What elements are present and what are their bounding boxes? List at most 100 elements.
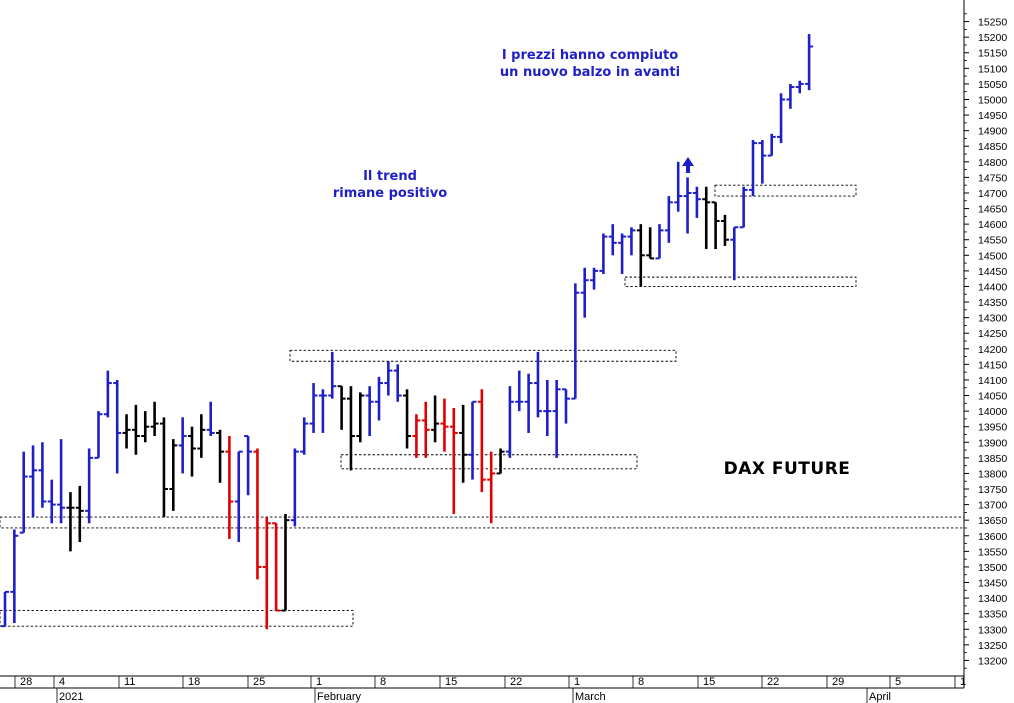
y-tick-label: 14300 (978, 313, 1007, 325)
ohlc-bar (580, 267, 589, 318)
y-tick-label: 13700 (978, 500, 1007, 512)
y-tick-label: 13400 (978, 593, 1007, 605)
y-tick-label: 14800 (978, 157, 1007, 169)
annotation-1-line-1: I prezzi hanno compiuto (502, 48, 678, 63)
x-tick-label: 11 (124, 676, 135, 688)
x-tick-label: 1 (960, 676, 966, 688)
ohlc-bar (403, 389, 412, 449)
ohlc-bar (618, 233, 627, 274)
ohlc-bar (767, 133, 776, 157)
ohlc-bar (103, 370, 112, 418)
ohlc-bar (113, 379, 122, 474)
zone-resistance-14700 (714, 184, 857, 197)
ohlc-bar (533, 351, 542, 418)
ohlc-bar (795, 80, 804, 94)
ohlc-bar (664, 196, 673, 243)
ohlc-bar (29, 445, 38, 518)
ohlc-bar (505, 386, 514, 458)
ohlc-bar (459, 404, 468, 483)
y-tick-label: 15100 (978, 63, 1007, 75)
ohlc-bar (702, 186, 711, 250)
y-tick-label: 15000 (978, 94, 1007, 106)
x-tick-label: 8 (638, 676, 644, 688)
ohlc-bar (85, 448, 94, 524)
ohlc-bar (337, 385, 346, 430)
ohlc-bar (412, 414, 421, 458)
y-tick-label: 14900 (978, 126, 1007, 138)
y-tick-label: 14550 (978, 235, 1007, 247)
y-tick-label: 13300 (978, 624, 1007, 636)
ohlc-bar (627, 227, 636, 256)
x-month-label: February (317, 691, 362, 703)
ohlc-bar (384, 361, 393, 396)
ohlc-bar (188, 426, 196, 477)
ohlc-bar (421, 401, 430, 458)
ohlc-bar (636, 224, 645, 287)
ohlc-bar (328, 351, 337, 399)
x-tick-label: 1 (574, 676, 580, 688)
ohlc-bar (692, 186, 701, 218)
y-tick-label: 14050 (978, 391, 1007, 403)
ohlc-bar (253, 448, 262, 580)
x-tick-label: 22 (510, 676, 522, 688)
ohlc-bar (150, 401, 159, 437)
ohlc-bar (524, 373, 533, 433)
zone-support-13350 (0, 610, 354, 627)
zone-support-14400 (624, 276, 857, 287)
ohlc-bar (75, 485, 84, 542)
ohlc-bar (244, 435, 253, 496)
y-tick-label: 13650 (978, 515, 1007, 527)
x-tick-label: 25 (253, 676, 265, 688)
y-tick-label: 13600 (978, 531, 1007, 543)
x-month-label: 2021 (59, 691, 83, 703)
ohlc-bar (94, 411, 103, 459)
y-tick-label: 13900 (978, 437, 1007, 449)
ohlc-bar (197, 414, 206, 458)
y-tick-label: 13950 (978, 422, 1007, 434)
y-tick-label: 15250 (978, 17, 1007, 29)
ohlc-bar (543, 379, 552, 437)
zone-range-top-14200 (289, 349, 677, 362)
ohlc-bar (805, 34, 814, 91)
y-tick-label: 14600 (978, 219, 1007, 231)
x-tick-label: 4 (59, 676, 65, 688)
ohlc-bar (159, 417, 168, 518)
zone-range-low-13850 (340, 454, 638, 470)
ohlc-bar (599, 233, 608, 274)
ohlc-bar (440, 398, 449, 452)
y-tick-label: 13250 (978, 640, 1007, 652)
ohlc-bar (216, 429, 225, 483)
x-tick-label: 15 (703, 676, 715, 688)
up-arrow-icon (682, 157, 694, 173)
ohlc-bar (487, 451, 496, 524)
y-tick-label: 14000 (978, 406, 1007, 418)
annotation-layer: I prezzi hanno compiuto un nuovo balzo i… (333, 48, 850, 479)
y-tick-label: 14650 (978, 204, 1007, 216)
ohlc-bar (786, 83, 795, 109)
ohlc-bar (739, 186, 748, 229)
ohlc-bar (300, 417, 309, 455)
y-tick-label: 13550 (978, 546, 1007, 558)
x-month-label: April (869, 691, 891, 703)
annotation-1-line-2: un nuovo balzo in avanti (500, 65, 680, 80)
y-tick-label: 14250 (978, 328, 1007, 340)
y-tick-label: 14450 (978, 266, 1007, 278)
y-tick-label: 13850 (978, 453, 1007, 465)
y-tick-label: 14850 (978, 141, 1007, 153)
ohlc-bar (655, 224, 664, 260)
bar-layer (1, 34, 814, 630)
ohlc-bar (365, 386, 374, 437)
ohlc-bar (206, 401, 215, 437)
x-tick-label: 22 (767, 676, 779, 688)
ohlc-bar (608, 224, 617, 256)
ohlc-bar (496, 448, 505, 475)
y-tick-label: 13200 (978, 655, 1007, 667)
ohlc-bar (515, 370, 524, 412)
plot-background (0, 0, 964, 676)
ohlc-bar (178, 417, 187, 474)
ohlc-bar (234, 450, 243, 542)
y-tick-label: 14750 (978, 172, 1007, 184)
ohlc-bar (468, 400, 477, 480)
